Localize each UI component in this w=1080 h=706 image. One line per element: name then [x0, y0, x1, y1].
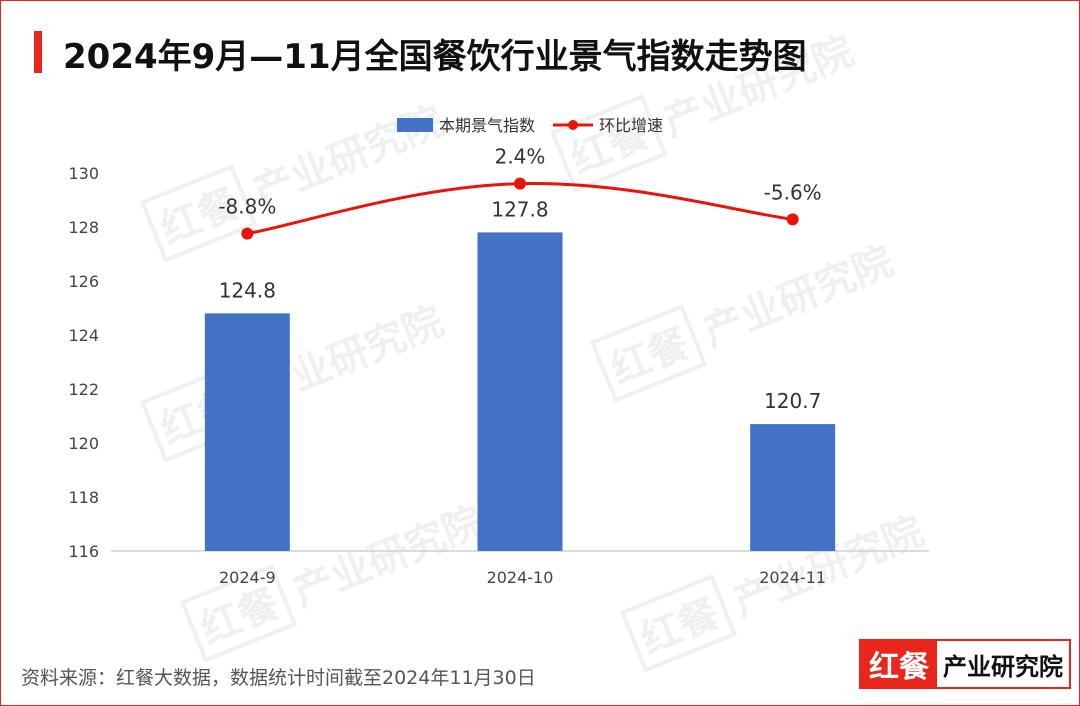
logo-text: 产业研究院 — [937, 641, 1069, 687]
data-source-note: 资料来源：红餐大数据，数据统计时间截至2024年11月30日 — [21, 667, 536, 689]
y-tick-label: 118 — [68, 488, 99, 507]
y-tick-label: 126 — [68, 272, 99, 291]
bar-value-label: 127.8 — [491, 197, 548, 221]
x-tick-label: 2024-9 — [219, 568, 276, 587]
brand-logo: 红餐 产业研究院 — [859, 639, 1071, 689]
bar — [750, 424, 836, 551]
x-tick-label: 2024-11 — [759, 568, 826, 587]
growth-rate-label: -5.6% — [764, 180, 822, 204]
growth-rate-point — [786, 213, 799, 226]
growth-rate-label: 2.4% — [495, 145, 546, 169]
title-accent-bar — [34, 31, 42, 73]
logo-mark: 红餐 — [861, 641, 937, 687]
growth-rate-point — [514, 177, 526, 190]
bar — [477, 232, 563, 551]
growth-rate-point — [241, 227, 254, 240]
y-tick-label: 120 — [68, 434, 99, 453]
legend-line-label: 环比增速 — [599, 116, 663, 135]
y-tick-label: 128 — [68, 218, 99, 237]
chart-title: 2024年9月—11月全国餐饮行业景气指数走势图 — [63, 37, 807, 77]
x-tick-label: 2024-10 — [487, 568, 554, 587]
bar-value-label: 120.7 — [764, 389, 821, 413]
legend-line-marker — [568, 120, 578, 130]
legend-bar-label: 本期景气指数 — [439, 116, 535, 135]
bar — [204, 313, 290, 551]
y-tick-label: 116 — [68, 542, 99, 561]
y-tick-label: 122 — [68, 380, 99, 399]
y-tick-label: 124 — [68, 326, 99, 345]
y-tick-label: 130 — [68, 164, 99, 183]
legend-bar-swatch — [397, 118, 433, 132]
growth-rate-label: -8.8% — [218, 195, 276, 219]
bar-value-label: 124.8 — [219, 278, 276, 302]
